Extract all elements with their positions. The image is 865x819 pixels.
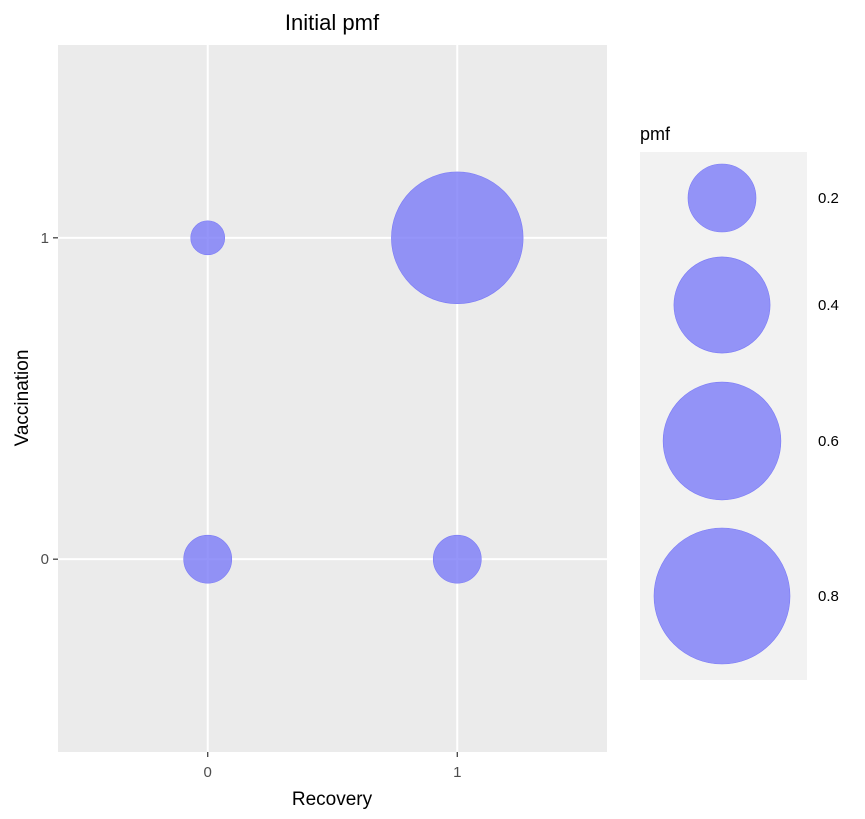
legend-key-circle [673, 256, 771, 354]
x-tick-label: 1 [453, 764, 461, 781]
x-tick-label: 0 [204, 764, 212, 781]
legend-key-circle [687, 163, 757, 233]
data-point [183, 534, 233, 584]
legend: pmf 0.2 0.4 0.6 0.8 [640, 124, 839, 680]
data-point [190, 220, 226, 256]
legend-key-circle [662, 381, 782, 501]
legend-label: 0.8 [818, 588, 839, 605]
y-tick-label: 0 [41, 551, 49, 568]
legend-label: 0.6 [818, 433, 839, 450]
plot-panel [58, 45, 607, 752]
axis-ticks: 0 1 0 1 [41, 230, 462, 781]
legend-label: 0.4 [818, 297, 839, 314]
y-tick-label: 1 [41, 230, 49, 247]
chart-title: Initial pmf [285, 10, 380, 35]
data-point [391, 171, 524, 304]
legend-title: pmf [640, 124, 671, 144]
data-point [432, 534, 482, 584]
y-axis-title: Vaccination [12, 350, 33, 447]
legend-entries: 0.2 0.4 0.6 0.8 [653, 163, 839, 665]
data-points [183, 171, 524, 584]
legend-label: 0.2 [818, 190, 839, 207]
x-axis-title: Recovery [292, 789, 373, 810]
legend-key-circle [653, 527, 791, 665]
